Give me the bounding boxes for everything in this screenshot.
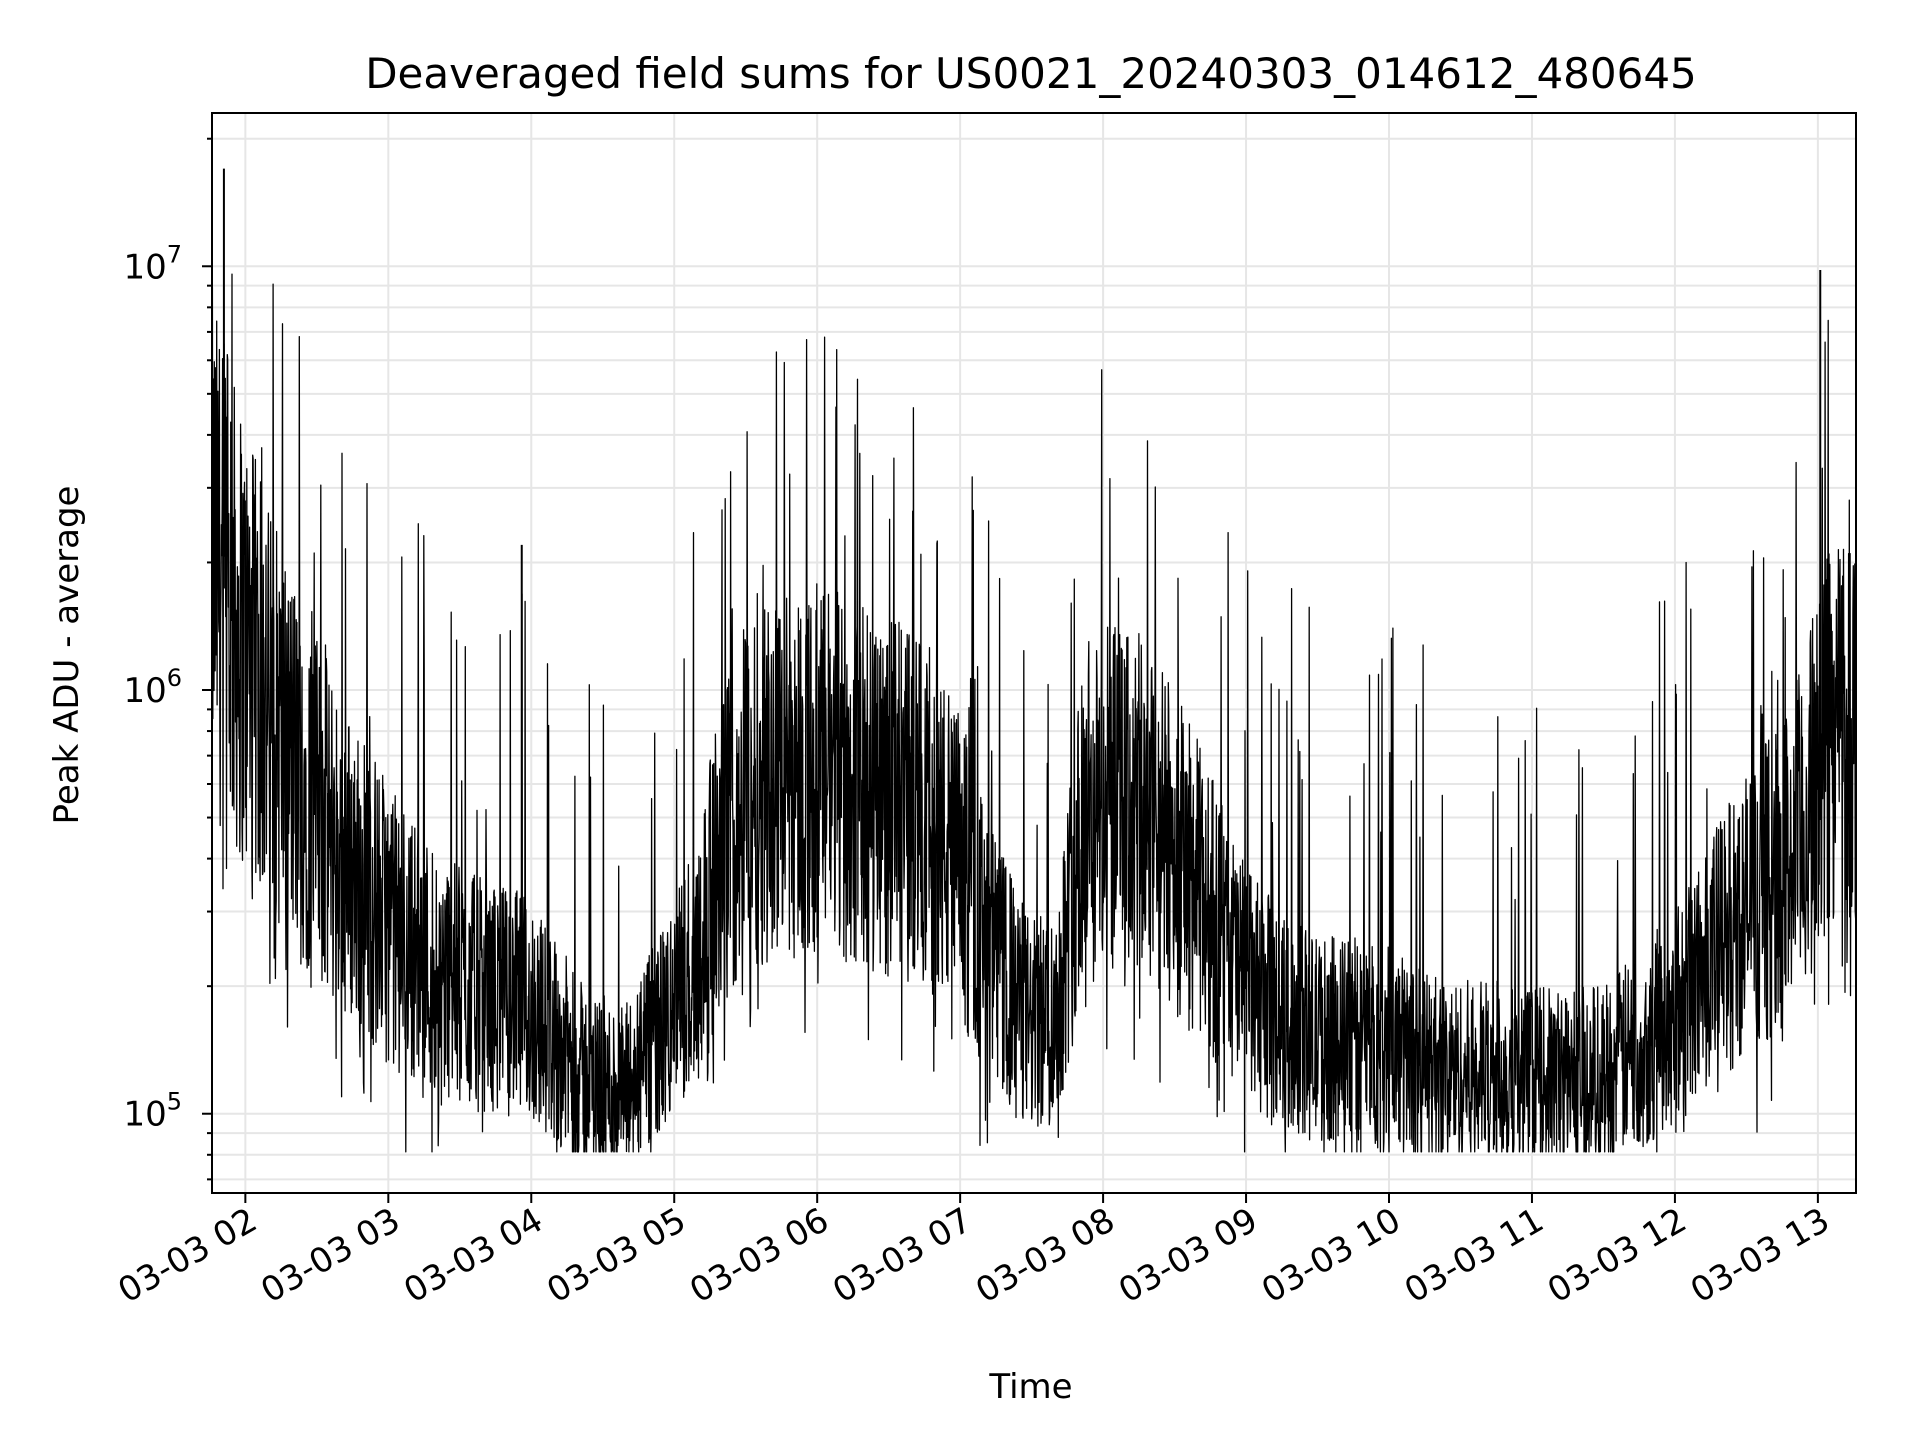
y-tick-label: 105 bbox=[123, 1088, 182, 1135]
y-tick-label: 107 bbox=[123, 240, 182, 287]
plot-frame bbox=[211, 112, 1857, 1194]
x-tick-label: 03-03 13 bbox=[1684, 1200, 1836, 1311]
x-tick-label: 03-03 08 bbox=[969, 1200, 1121, 1311]
y-tick-exponent: 7 bbox=[167, 240, 182, 268]
series-layer bbox=[211, 168, 1857, 1153]
x-tick-label: 03-03 12 bbox=[1541, 1200, 1693, 1311]
x-tick-label: 03-03 04 bbox=[397, 1200, 549, 1311]
x-axis-label: Time bbox=[988, 1367, 1072, 1407]
x-tick-label: 03-03 09 bbox=[1112, 1200, 1264, 1311]
y-tick-base: 10 bbox=[123, 1095, 166, 1135]
y-tick-base: 10 bbox=[123, 671, 166, 711]
x-tick-label: 03-03 06 bbox=[683, 1200, 835, 1311]
x-tick-label: 03-03 07 bbox=[826, 1200, 978, 1311]
y-tick-exponent: 5 bbox=[167, 1088, 182, 1116]
chart-title: Deaveraged field sums for US0021_2024030… bbox=[365, 49, 1697, 98]
y-axis-label: Peak ADU - average bbox=[47, 486, 87, 825]
series-line bbox=[211, 273, 1857, 1153]
grid-lines bbox=[212, 113, 1856, 1193]
x-tick-label: 03-03 03 bbox=[254, 1200, 406, 1311]
x-tick-label: 03-03 11 bbox=[1398, 1200, 1550, 1311]
x-tick-label: 03-03 10 bbox=[1255, 1200, 1407, 1311]
y-tick-base: 10 bbox=[123, 247, 166, 287]
y-tick-exponent: 6 bbox=[167, 664, 182, 692]
x-tick-label: 03-03 05 bbox=[540, 1200, 692, 1311]
x-tick-label: 03-03 02 bbox=[111, 1200, 263, 1311]
y-tick-label: 106 bbox=[123, 664, 182, 711]
